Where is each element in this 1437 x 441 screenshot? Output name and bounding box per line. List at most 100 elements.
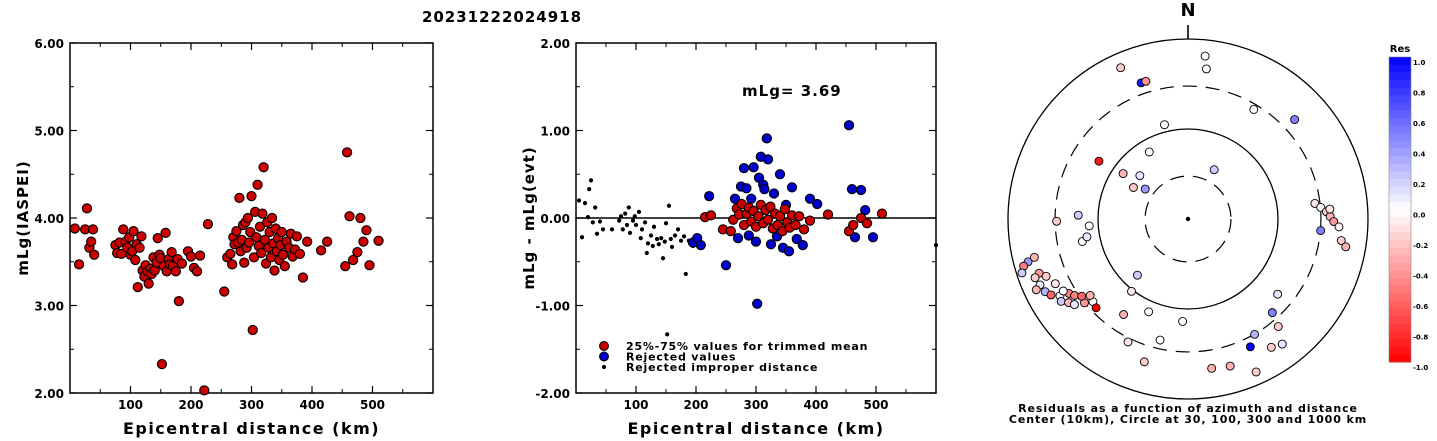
improper-distance-point xyxy=(666,203,672,208)
y-tick-label: 2.00 xyxy=(34,387,64,401)
improper-distance-point xyxy=(582,201,588,206)
trimmed-point xyxy=(774,211,786,222)
rejected-point xyxy=(762,154,774,165)
colorbar-segment xyxy=(1389,278,1411,287)
station-point xyxy=(1144,147,1154,157)
station-point xyxy=(1041,271,1051,281)
data-point xyxy=(352,246,363,258)
circle-30km xyxy=(1144,175,1232,263)
improper-distance-point xyxy=(633,222,639,228)
rejected-point xyxy=(768,188,780,199)
colorbar-tick-label: 0.8 xyxy=(1413,90,1426,98)
y-tick-label: -2.00 xyxy=(535,387,570,401)
y-axis-label: mLg - mLg(evt) xyxy=(520,146,538,289)
rejected-point xyxy=(812,198,823,210)
station-point xyxy=(1116,63,1126,73)
colorbar-segment xyxy=(1389,102,1411,111)
epicenter xyxy=(1185,216,1191,222)
colorbar-segment xyxy=(1389,95,1411,104)
colorbar-segment xyxy=(1389,217,1411,226)
improper-distance-point xyxy=(593,205,598,210)
trimmed-point xyxy=(798,224,810,235)
rejected-point xyxy=(783,246,795,257)
station-point xyxy=(1140,184,1150,194)
station-point xyxy=(1085,291,1095,300)
polar-residual-map: N Residuals as a function of azimuth and … xyxy=(1007,0,1369,426)
station-point xyxy=(1341,242,1351,252)
colorbar-segment xyxy=(1389,110,1411,119)
data-point xyxy=(143,278,154,289)
colorbar-segment xyxy=(1389,301,1411,310)
station-point xyxy=(1084,221,1094,231)
y-tick-label: 2.00 xyxy=(540,37,570,51)
improper-distance-point xyxy=(590,220,595,225)
x-tick-label: 300 xyxy=(239,398,264,412)
data-point xyxy=(130,254,141,266)
station-point xyxy=(1325,204,1335,214)
station-point xyxy=(1077,291,1087,301)
station-point xyxy=(1267,308,1277,318)
page-title: 20231222024918 xyxy=(422,8,582,26)
station-point xyxy=(1245,342,1255,352)
data-point xyxy=(358,236,369,247)
improper-distance-point xyxy=(630,218,636,223)
data-point xyxy=(355,212,366,224)
circle-100km xyxy=(1097,128,1279,310)
data-point xyxy=(132,281,143,293)
y-tick-label: -1.00 xyxy=(535,300,570,314)
station-point xyxy=(1266,342,1276,352)
station-point xyxy=(1082,232,1092,242)
improper-distance-point xyxy=(665,332,670,337)
x-tick-label: 500 xyxy=(360,398,385,412)
improper-distance-point xyxy=(620,227,625,232)
improper-distance-point xyxy=(639,227,645,232)
data-point xyxy=(134,242,145,253)
mlg-annotation: mLg= 3.69 xyxy=(742,82,842,100)
legend-label: Rejected improper distance xyxy=(626,361,818,374)
x-tick-label: 100 xyxy=(623,398,648,412)
data-point xyxy=(276,226,287,238)
station-point xyxy=(1058,286,1068,296)
station-point xyxy=(1277,339,1287,349)
improper-distance-point xyxy=(638,236,643,241)
improper-distance-point xyxy=(609,227,615,232)
data-point xyxy=(69,223,80,234)
colorbar-segment xyxy=(1389,133,1411,142)
data-point xyxy=(176,258,188,269)
improper-distance-point xyxy=(656,242,661,247)
colorbar-title: Res xyxy=(1390,44,1410,55)
improper-distance-point xyxy=(636,209,642,214)
colorbar-segment xyxy=(1389,293,1411,302)
data-point xyxy=(225,248,236,260)
colorbar-segment xyxy=(1389,331,1411,340)
colorbar-tick-label: -0.8 xyxy=(1413,334,1428,342)
improper-distance-point xyxy=(588,178,594,183)
y-axis-label: mLg(IASPEI) xyxy=(14,160,32,275)
y-tick-label: 4.00 xyxy=(34,212,64,226)
colorbar-tick-label: 0.6 xyxy=(1413,120,1426,128)
data-point xyxy=(226,259,238,270)
station-point xyxy=(1225,361,1235,371)
data-point xyxy=(364,260,375,271)
data-point xyxy=(279,260,290,272)
data-point xyxy=(315,245,327,256)
station-point xyxy=(1046,290,1056,300)
x-tick-label: 400 xyxy=(299,398,324,412)
rejected-point xyxy=(748,162,759,173)
trimmed-point xyxy=(779,204,790,215)
colorbar-segment xyxy=(1389,57,1411,66)
improper-distance-point xyxy=(644,250,649,256)
data-point xyxy=(257,208,268,219)
rejected-point xyxy=(843,120,855,131)
station-point xyxy=(1052,216,1062,226)
trimmed-point xyxy=(762,214,774,225)
improper-distance-point xyxy=(672,233,678,238)
rejected-point xyxy=(774,169,786,180)
data-point xyxy=(170,266,182,277)
improper-distance-point xyxy=(651,224,657,229)
x-tick-label: 500 xyxy=(863,398,888,412)
data-point xyxy=(294,248,306,260)
station-point xyxy=(1135,171,1145,181)
data-point xyxy=(340,260,351,272)
